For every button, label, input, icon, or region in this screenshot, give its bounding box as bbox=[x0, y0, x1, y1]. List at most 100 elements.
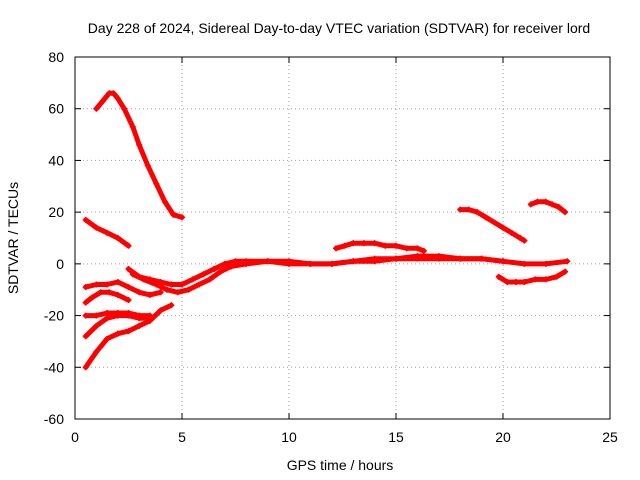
data-point-arc-peak-60 bbox=[110, 90, 117, 97]
data-point-arc-from-18 bbox=[114, 235, 121, 241]
data-point-arc-from-minus40 bbox=[93, 348, 100, 355]
data-point-arc-from-21 bbox=[508, 229, 515, 236]
data-point-arc-from-21 bbox=[465, 206, 472, 213]
data-point-arc-near-minus13 bbox=[82, 299, 89, 306]
series-line-arc-from-6 bbox=[333, 240, 427, 254]
data-point-arc-dip-minus10 bbox=[189, 276, 196, 283]
data-point-arc-peak-60 bbox=[136, 141, 143, 148]
data-point-arc-dip-minus11 bbox=[153, 281, 160, 288]
data-point-arc-from-21 bbox=[521, 237, 528, 244]
data-point-arc-from-18 bbox=[104, 229, 111, 236]
data-point-arc-from-6 bbox=[360, 240, 367, 247]
data-point-arc-from-6 bbox=[371, 240, 378, 247]
x-tick-label: 20 bbox=[495, 429, 511, 445]
data-point-arc-peak-60 bbox=[114, 95, 121, 102]
y-tick-label: 40 bbox=[48, 152, 64, 168]
data-point-arc-peak-60 bbox=[99, 97, 106, 104]
data-point-arc-from-minus5 bbox=[562, 268, 569, 275]
data-point-arc-dip-minus10 bbox=[179, 281, 185, 288]
data-point-arc-from-minus28 bbox=[104, 315, 111, 322]
data-point-arc-near-minus8 bbox=[125, 284, 132, 291]
data-point-arc-from-6 bbox=[341, 242, 348, 249]
data-point-arc-from-6 bbox=[350, 240, 357, 247]
x-tick-label: 5 bbox=[178, 429, 186, 445]
data-point-arc-near-minus13 bbox=[89, 294, 96, 301]
data-point-arc-near-minus13 bbox=[125, 297, 132, 304]
x-tick-label: 0 bbox=[71, 429, 79, 445]
data-point-arc-dip-minus11 bbox=[307, 260, 314, 267]
data-point-arc-from-minus20 bbox=[104, 309, 111, 316]
data-point-arc-near-minus13 bbox=[114, 291, 121, 298]
data-point-arc-dip-minus11 bbox=[393, 255, 399, 262]
data-point-arc-dip-minus11 bbox=[478, 255, 485, 262]
data-point-arc-from-18 bbox=[125, 242, 132, 249]
data-point-arc-peak-60 bbox=[93, 105, 100, 112]
data-point-arc-dip-minus11 bbox=[185, 286, 192, 293]
data-point-arc-dip-minus10 bbox=[168, 281, 175, 288]
data-point-arc-near-minus8 bbox=[157, 289, 164, 296]
data-point-arc-from-minus5 bbox=[542, 276, 549, 283]
data-point-arc-from-21 bbox=[517, 235, 524, 241]
y-tick-label: 20 bbox=[48, 204, 64, 220]
y-tick-label: -60 bbox=[44, 411, 64, 427]
x-axis-label: GPS time / hours bbox=[287, 457, 394, 473]
data-point-arc-peak-60 bbox=[153, 180, 160, 187]
data-point-arc-from-21 bbox=[491, 219, 498, 226]
data-point-arc-from-23 bbox=[549, 201, 556, 208]
data-point-arc-from-minus20 bbox=[93, 312, 100, 319]
x-tick-label: 15 bbox=[388, 429, 404, 445]
data-point-arc-from-21 bbox=[482, 214, 489, 221]
data-point-arc-near-minus8 bbox=[146, 291, 153, 298]
data-point-arc-from-23 bbox=[527, 201, 534, 208]
data-point-arc-from-6 bbox=[403, 245, 410, 252]
data-point-arc-dip-minus11 bbox=[206, 276, 213, 283]
data-point-arc-near-minus8 bbox=[82, 284, 89, 291]
data-point-arc-from-23 bbox=[555, 203, 562, 210]
data-point-arc-dip-minus10 bbox=[542, 260, 549, 267]
data-point-arc-dip-minus11 bbox=[243, 260, 250, 267]
data-point-arc-from-6 bbox=[393, 242, 399, 249]
data-point-arc-peak-60 bbox=[170, 211, 177, 218]
data-point-arc-dip-minus10 bbox=[211, 266, 218, 273]
data-point-arc-from-minus28 bbox=[82, 333, 89, 340]
data-point-arc-from-minus5 bbox=[504, 278, 511, 285]
data-point-arc-dip-minus11 bbox=[174, 289, 181, 296]
data-point-arc-from-23 bbox=[542, 198, 549, 205]
y-tick-label: 0 bbox=[56, 256, 64, 272]
data-point-arc-from-minus28 bbox=[114, 312, 121, 319]
data-point-arc-from-6 bbox=[382, 242, 389, 249]
data-point-arc-from-minus40 bbox=[168, 302, 175, 309]
data-point-arc-dip-minus11 bbox=[328, 260, 335, 267]
data-point-arc-dip-minus11 bbox=[414, 253, 421, 260]
data-point-arc-from-minus5 bbox=[532, 276, 539, 283]
axis-ticks: 0 5 10 15 20 25 -60 -40 -20 0 20 40 60 80 bbox=[44, 49, 618, 445]
data-point-arc-from-minus40 bbox=[157, 307, 164, 314]
data-point-arc-dip-minus11 bbox=[140, 276, 147, 283]
data-point-arc-dip-minus11 bbox=[286, 258, 292, 265]
data-point-arc-from-18 bbox=[93, 224, 100, 231]
data-point-arc-dip-minus10 bbox=[221, 260, 228, 267]
data-point-arc-peak-60 bbox=[129, 123, 136, 130]
y-axis-label: SDTVAR / TECUs bbox=[5, 182, 21, 294]
data-series bbox=[82, 90, 571, 371]
data-point-arc-near-minus8 bbox=[104, 281, 111, 288]
data-point-arc-near-minus8 bbox=[93, 281, 100, 288]
data-point-arc-from-6 bbox=[333, 245, 340, 252]
data-point-arc-dip-minus11 bbox=[264, 258, 271, 265]
data-point-arc-dip-minus11 bbox=[457, 255, 464, 262]
series-line-arc-near-minus13 bbox=[83, 289, 131, 306]
series-line-arc-peak-60 bbox=[93, 90, 185, 220]
data-point-arc-from-6 bbox=[420, 247, 427, 254]
data-point-arc-from-21 bbox=[474, 209, 481, 216]
data-point-arc-dip-minus10 bbox=[521, 260, 528, 267]
y-tick-label: -40 bbox=[44, 359, 64, 375]
data-point-arc-dip-minus10 bbox=[125, 266, 132, 273]
data-point-arc-from-23 bbox=[534, 198, 541, 205]
data-point-arc-dip-minus11 bbox=[129, 271, 136, 278]
data-point-arc-peak-60 bbox=[121, 105, 128, 112]
data-point-arc-from-21 bbox=[457, 206, 464, 213]
x-tick-label: 10 bbox=[281, 429, 297, 445]
y-tick-label: 80 bbox=[48, 49, 64, 65]
data-point-arc-dip-minus11 bbox=[164, 286, 171, 293]
data-point-arc-from-minus40 bbox=[82, 364, 89, 371]
